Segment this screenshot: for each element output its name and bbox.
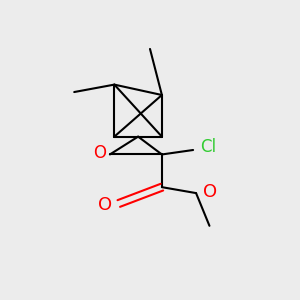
Text: Cl: Cl (200, 138, 217, 156)
Text: O: O (203, 183, 218, 201)
Text: O: O (98, 196, 112, 214)
Text: O: O (93, 144, 106, 162)
